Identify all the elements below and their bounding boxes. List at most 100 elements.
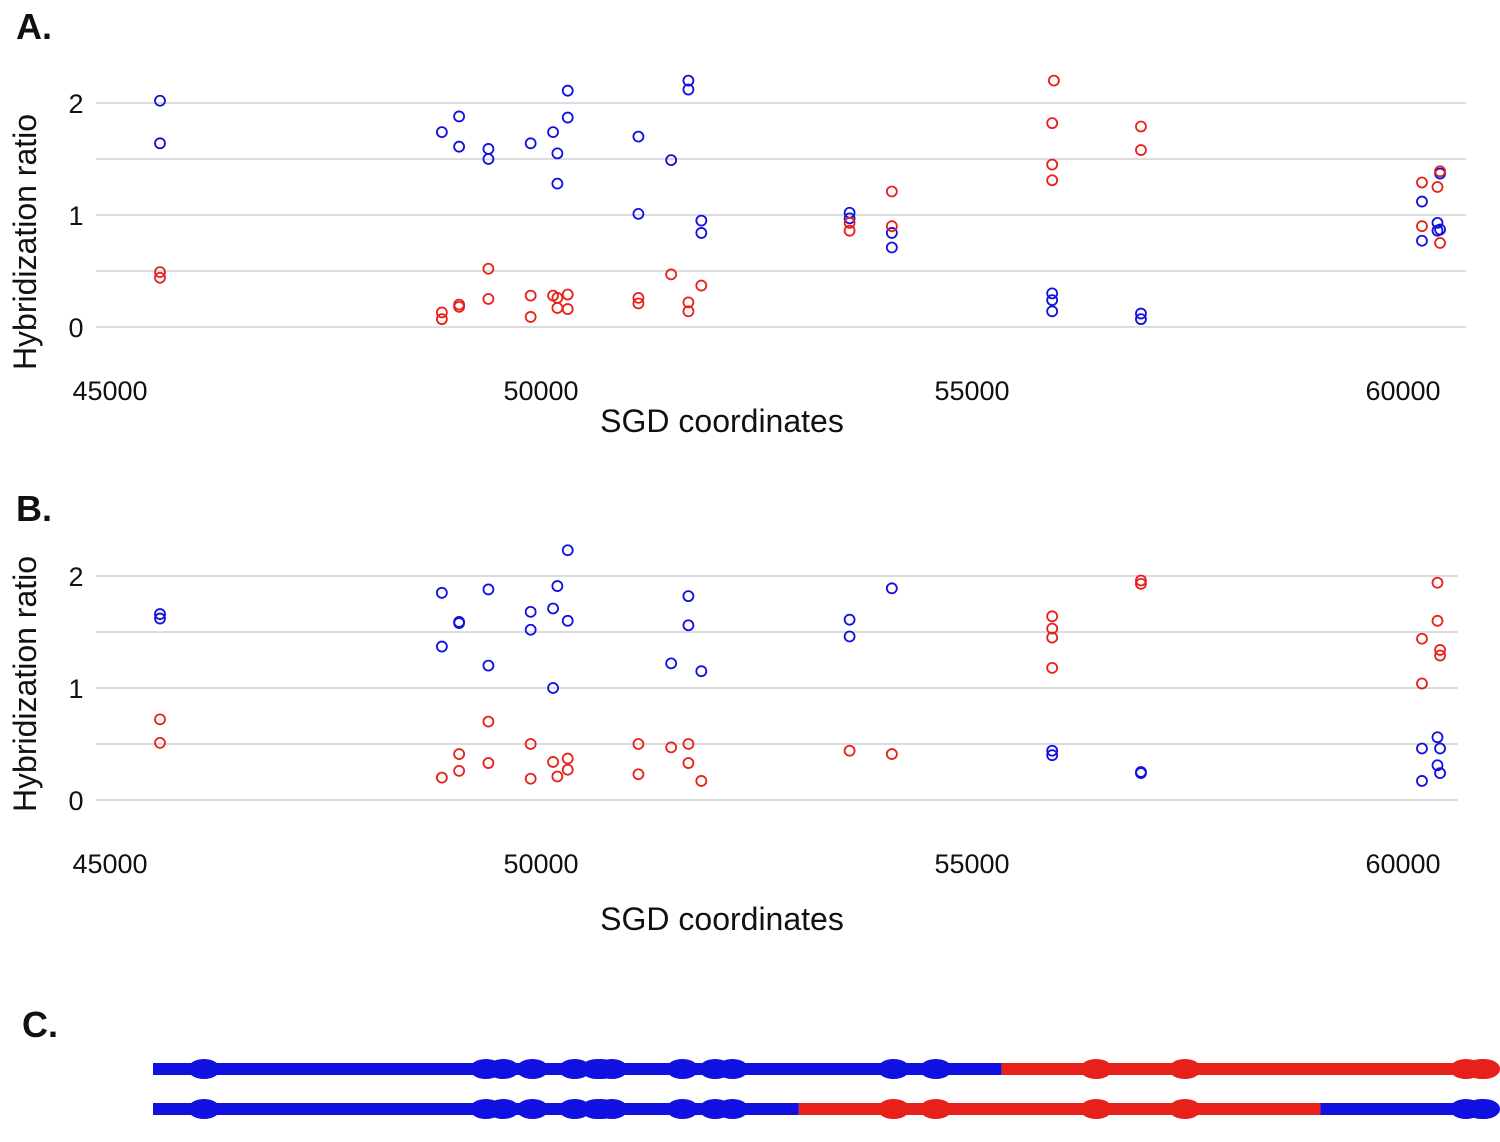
track-1-bulge-12 xyxy=(919,1059,952,1079)
point-a-red-3 xyxy=(435,313,448,326)
y-tick-label-b-1: 1 xyxy=(68,674,83,704)
point-a-blue-6 xyxy=(482,153,495,165)
point-a-blue-3 xyxy=(453,110,466,123)
x-tick-label-b-0: 45000 xyxy=(72,849,147,879)
point-a-red-9 xyxy=(524,311,537,323)
point-a-red-28 xyxy=(1046,174,1059,187)
track-1-bulge-17 xyxy=(1468,1059,1500,1079)
x-tick-label-b-3: 60000 xyxy=(1365,849,1440,879)
point-b-blue-3 xyxy=(435,640,448,653)
point-b-red-23 xyxy=(1046,631,1059,644)
track-2-bulge-11 xyxy=(877,1099,910,1119)
point-b-red-28 xyxy=(1416,677,1428,690)
point-a-red-33 xyxy=(1431,181,1444,193)
point-b-red-25 xyxy=(1135,574,1147,587)
point-b-blue-19 xyxy=(843,613,856,626)
point-b-red-30 xyxy=(1431,614,1444,627)
y-tick-label-b-0: 0 xyxy=(68,786,83,816)
point-b-blue-10 xyxy=(547,602,559,615)
track-1-bulge-11 xyxy=(877,1059,910,1079)
point-b-blue-12 xyxy=(551,580,564,592)
track-1-bulge-0 xyxy=(187,1059,220,1079)
point-a-blue-26 xyxy=(1046,305,1059,318)
point-b-red-8 xyxy=(524,772,537,785)
point-b-blue-31 xyxy=(1434,767,1446,780)
point-b-blue-18 xyxy=(695,665,708,678)
point-b-blue-20 xyxy=(843,630,856,643)
point-a-red-31 xyxy=(1416,176,1428,189)
track-1-bulge-13 xyxy=(1080,1059,1113,1079)
point-b-blue-2 xyxy=(435,586,448,599)
y-axis-label-a: Hybridization ratio xyxy=(7,114,43,370)
point-b-blue-30 xyxy=(1434,742,1446,755)
point-a-red-35 xyxy=(1434,237,1446,249)
point-a-red-26 xyxy=(1046,117,1059,130)
point-b-blue-8 xyxy=(524,605,537,618)
point-a-blue-12 xyxy=(561,111,574,124)
point-a-red-19 xyxy=(682,305,695,318)
track-1-bulge-4 xyxy=(558,1059,591,1079)
point-a-blue-2 xyxy=(435,126,448,139)
track-1-bulge-3 xyxy=(516,1059,549,1079)
point-a-blue-21 xyxy=(843,212,856,225)
point-a-blue-13 xyxy=(632,130,645,143)
point-b-red-1 xyxy=(154,736,166,749)
point-a-blue-9 xyxy=(551,147,564,160)
point-b-red-14 xyxy=(632,768,645,781)
point-a-blue-19 xyxy=(695,227,708,239)
track-1-bulge-7 xyxy=(595,1059,628,1079)
point-a-red-8 xyxy=(524,289,537,302)
point-a-red-30 xyxy=(1135,144,1147,156)
point-a-blue-17 xyxy=(682,83,695,96)
point-b-red-19 xyxy=(843,744,856,757)
point-b-red-20 xyxy=(885,748,898,760)
x-tick-label-a-3: 60000 xyxy=(1365,376,1440,406)
track-2-bulge-8 xyxy=(666,1099,699,1119)
point-a-blue-11 xyxy=(561,84,574,97)
x-tick-label-a-1: 50000 xyxy=(503,376,578,406)
point-a-red-1 xyxy=(154,271,166,284)
track-1-segment-1 xyxy=(1001,1063,1486,1075)
point-a-red-18 xyxy=(682,296,695,309)
point-b-red-24 xyxy=(1046,661,1059,674)
point-b-blue-25 xyxy=(1135,767,1147,780)
point-a-blue-4 xyxy=(453,140,466,153)
point-b-red-17 xyxy=(682,757,695,769)
x-tick-label-b-2: 55000 xyxy=(934,849,1009,879)
point-a-blue-10 xyxy=(551,177,564,190)
point-a-blue-7 xyxy=(524,137,537,150)
point-a-red-34 xyxy=(1434,165,1446,178)
point-b-red-15 xyxy=(665,741,678,754)
point-a-blue-23 xyxy=(885,241,898,254)
point-a-blue-31 xyxy=(1431,216,1444,229)
panel-c-letter: C. xyxy=(22,1004,58,1045)
point-b-blue-28 xyxy=(1431,731,1444,744)
point-b-red-7 xyxy=(524,738,537,750)
point-b-red-5 xyxy=(482,715,495,728)
point-a-blue-34 xyxy=(1434,223,1446,236)
point-a-red-7 xyxy=(482,293,495,305)
track-2-bulge-7 xyxy=(595,1099,628,1119)
point-b-red-13 xyxy=(632,738,645,750)
track-2-bulge-2 xyxy=(487,1099,520,1119)
point-a-blue-24 xyxy=(1046,287,1059,300)
point-b-blue-1 xyxy=(154,612,166,625)
point-b-blue-21 xyxy=(885,582,898,595)
point-a-red-15 xyxy=(632,291,645,304)
track-1-bulge-8 xyxy=(666,1059,699,1079)
point-b-red-32 xyxy=(1434,649,1446,662)
point-a-red-14 xyxy=(561,303,574,315)
x-tick-label-b-1: 50000 xyxy=(503,849,578,879)
point-a-red-27 xyxy=(1046,158,1059,171)
y-tick-label-b-2: 2 xyxy=(68,562,83,592)
track-2-bulge-14 xyxy=(1168,1099,1201,1119)
point-a-red-25 xyxy=(1047,74,1060,87)
point-b-red-26 xyxy=(1135,577,1147,590)
panel-b-letter: B. xyxy=(16,488,52,529)
point-a-red-13 xyxy=(561,288,574,301)
point-b-red-10 xyxy=(551,770,564,783)
point-a-red-20 xyxy=(695,279,708,292)
point-a-blue-16 xyxy=(682,74,695,87)
point-a-red-23 xyxy=(885,185,898,198)
